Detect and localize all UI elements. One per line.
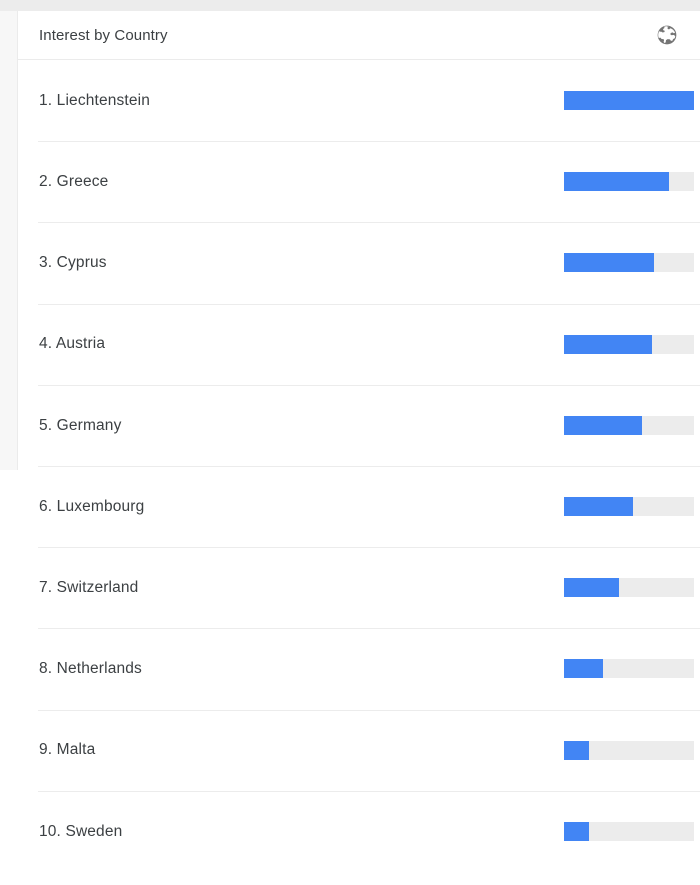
interest-bar-track <box>564 334 694 354</box>
interest-bar-track <box>564 415 694 435</box>
interest-by-country-card: Interest by Country 1. Liechtenstein 2. … <box>18 11 700 885</box>
country-label: 8. Netherlands <box>39 660 142 678</box>
interest-bar-track <box>564 253 694 273</box>
interest-bar-track <box>564 578 694 598</box>
interest-bar-fill <box>564 415 642 435</box>
interest-bar-fill <box>564 578 619 598</box>
page-left-gutter-edge <box>17 11 18 470</box>
interest-bar-fill <box>564 497 633 517</box>
country-label: 5. Germany <box>39 416 122 434</box>
interest-bar-fill <box>564 659 603 679</box>
interest-bar-fill <box>564 172 670 192</box>
list-item[interactable]: 2. Greece <box>18 141 700 222</box>
page-top-band <box>0 0 700 11</box>
page-title: Interest by Country <box>39 26 168 44</box>
interest-bar-fill <box>564 334 653 354</box>
list-item[interactable]: 9. Malta <box>18 709 700 791</box>
interest-bar-track <box>564 172 694 192</box>
country-label: 3. Cyprus <box>39 254 107 272</box>
globe-icon[interactable] <box>656 24 678 46</box>
interest-bar-track <box>564 91 694 111</box>
list-item[interactable]: 1. Liechtenstein <box>18 60 700 141</box>
interest-bar-fill <box>564 740 589 760</box>
interest-bar-fill <box>564 821 589 841</box>
list-item[interactable]: 10. Sweden <box>18 790 700 872</box>
interest-bar-track <box>564 821 694 841</box>
country-label: 4. Austria <box>39 335 106 353</box>
country-label: 6. Luxembourg <box>39 497 145 515</box>
country-label: 7. Switzerland <box>39 578 139 596</box>
country-label: 1. Liechtenstein <box>39 91 150 109</box>
list-item[interactable]: 8. Netherlands <box>18 628 700 709</box>
interest-bar-track <box>564 659 694 679</box>
list-item[interactable]: 5. Germany <box>18 384 700 466</box>
country-label: 2. Greece <box>39 173 109 191</box>
country-label: 9. Malta <box>39 741 96 759</box>
card-header: Interest by Country <box>18 11 700 59</box>
interest-bar-track <box>564 740 694 760</box>
list-item[interactable]: 6. Luxembourg <box>18 465 700 547</box>
interest-bar-track <box>564 497 694 517</box>
list-item[interactable]: 3. Cyprus <box>18 222 700 303</box>
header-divider <box>18 59 700 60</box>
list-item[interactable]: 4. Austria <box>18 303 700 385</box>
country-label: 10. Sweden <box>39 822 123 840</box>
country-list: 1. Liechtenstein 2. Greece 3. Cyprus <box>18 59 700 872</box>
interest-bar-fill <box>564 91 694 111</box>
interest-bar-fill <box>564 253 654 273</box>
list-item[interactable]: 7. Switzerland <box>18 547 700 628</box>
page-left-gutter <box>0 11 18 470</box>
